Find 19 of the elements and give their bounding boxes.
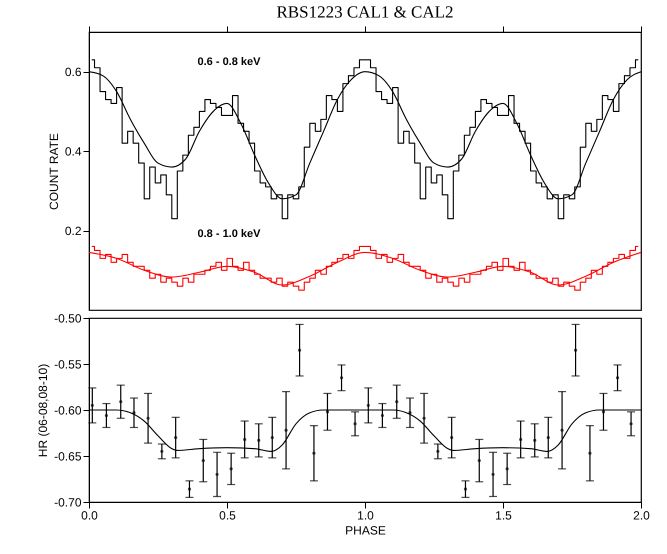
chart-title: RBS1223 CAL1 & CAL2	[276, 2, 454, 22]
x-tick-label: 2.0	[633, 508, 650, 522]
y-tick-label: 0.6	[64, 65, 82, 80]
y-axis-title: HR (06-08,08-10)	[36, 364, 50, 458]
y-tick-label: -0.55	[54, 358, 82, 372]
y-axis-title: COUNT RATE	[46, 133, 61, 210]
y-tick-label: 0.2	[64, 224, 82, 238]
annotation: 0.6 - 0.8 keV	[198, 56, 262, 68]
x-tick-label: 1.5	[495, 508, 512, 522]
y-tick-label: -0.60	[54, 404, 82, 418]
x-axis-title: PHASE	[345, 524, 386, 538]
x-tick-label: 0.5	[219, 508, 236, 522]
y-tick-label: -0.70	[54, 496, 82, 510]
x-tick-label: 1.0	[357, 508, 374, 522]
y-tick-label: -0.50	[54, 312, 82, 326]
y-tick-label: 0.4	[64, 144, 82, 159]
annotation: 0.8 - 1.0 keV	[198, 228, 262, 240]
y-tick-label: -0.65	[54, 450, 82, 464]
x-tick-label: 0.0	[81, 508, 98, 522]
